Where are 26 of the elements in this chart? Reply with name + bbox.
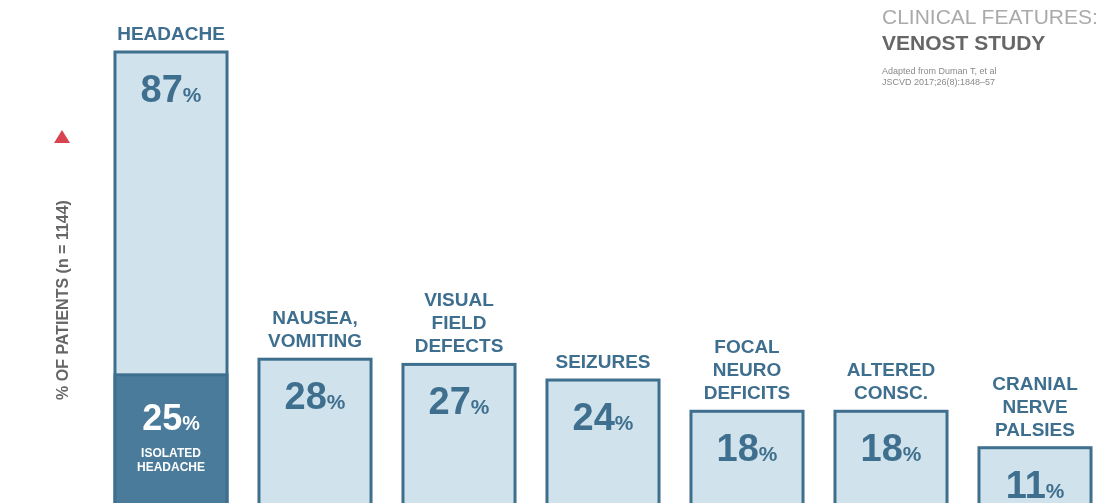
data-label: 18%	[716, 427, 778, 470]
x-tick-label: SEIZURES	[555, 351, 651, 373]
bar	[833, 409, 949, 503]
data-label: 24%	[572, 396, 634, 439]
chart-title: CLINICAL FEATURES:	[882, 5, 1098, 28]
x-tick-label: HEADACHE	[117, 23, 225, 44]
series-label: ISOLATED HEADACHE	[136, 445, 206, 474]
x-tick-label: ALTERED CONSC.	[846, 359, 936, 404]
chart-subtitle: VENOST STUDY	[882, 31, 1046, 54]
x-tick-label: CRANIAL NERVE PALSIES	[992, 372, 1079, 440]
data-label: 18%	[860, 427, 922, 470]
x-tick-label: NAUSEA, VOMITING	[268, 307, 362, 352]
bar	[977, 446, 1093, 503]
annotation: Adapted from Duman T, et al JSCVD 2017;26(8):1848–57	[882, 66, 997, 87]
x-tick-label: FOCAL NEURO DEFICITS	[703, 336, 791, 404]
y-axis-title: % OF PATIENTS (n = 1144)	[54, 200, 71, 400]
data-label: 28%	[284, 375, 346, 418]
data-label: 25%	[142, 396, 201, 438]
data-label: 87%	[140, 68, 202, 110]
bar	[401, 362, 517, 503]
data-label: 27%	[428, 380, 490, 423]
data-label: 11%	[1005, 463, 1065, 503]
bar	[689, 409, 805, 503]
bar	[257, 357, 373, 503]
x-tick-label: VISUAL FIELD DEFECTS	[414, 289, 504, 357]
bar	[545, 378, 661, 503]
